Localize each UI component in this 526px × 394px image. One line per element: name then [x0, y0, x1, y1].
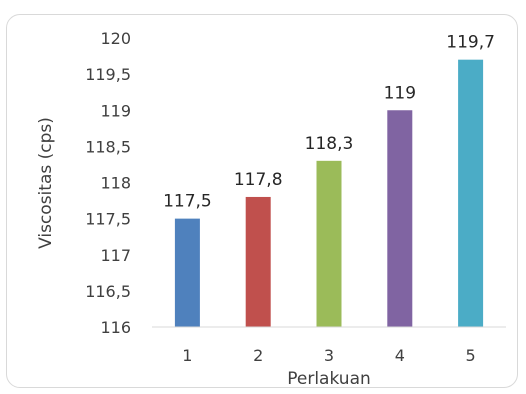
- data-label: 119,7: [446, 33, 495, 53]
- data-labels: 117,5 117,8 118,3 119 119,7: [163, 33, 495, 212]
- x-tick-label: 1: [182, 346, 192, 365]
- y-tick-label: 116: [100, 318, 131, 337]
- x-axis-title: Perlakuan: [287, 369, 371, 389]
- bar-5: [458, 59, 484, 328]
- y-tick-label: 119: [100, 101, 131, 120]
- x-tick-label: 5: [466, 346, 476, 365]
- data-label: 117,5: [163, 192, 212, 212]
- y-axis-title: Viscositas (cps): [36, 117, 56, 249]
- y-tick-label: 118: [100, 174, 131, 193]
- y-tick-label: 116,5: [85, 282, 131, 301]
- data-label: 118,3: [305, 134, 354, 154]
- y-tick-label: 119,5: [85, 65, 131, 84]
- bars: [174, 59, 484, 328]
- bar-2: [245, 196, 271, 327]
- bar-1: [174, 218, 200, 327]
- x-tick-label: 3: [324, 346, 334, 365]
- data-label: 119: [384, 83, 416, 103]
- y-tick-label: 117: [100, 246, 131, 265]
- x-axis-ticks: 1 2 3 4 5: [182, 346, 475, 365]
- x-tick-label: 2: [253, 346, 263, 365]
- y-axis-ticks: 116 116,5 117 117,5 118 118,5 119 119,5 120: [85, 29, 131, 337]
- bar-4: [387, 110, 413, 327]
- data-label: 117,8: [234, 170, 283, 190]
- x-tick-label: 4: [395, 346, 405, 365]
- bar-3: [316, 160, 342, 327]
- y-tick-label: 118,5: [85, 137, 131, 156]
- y-tick-label: 120: [100, 29, 131, 48]
- y-tick-label: 117,5: [85, 210, 131, 229]
